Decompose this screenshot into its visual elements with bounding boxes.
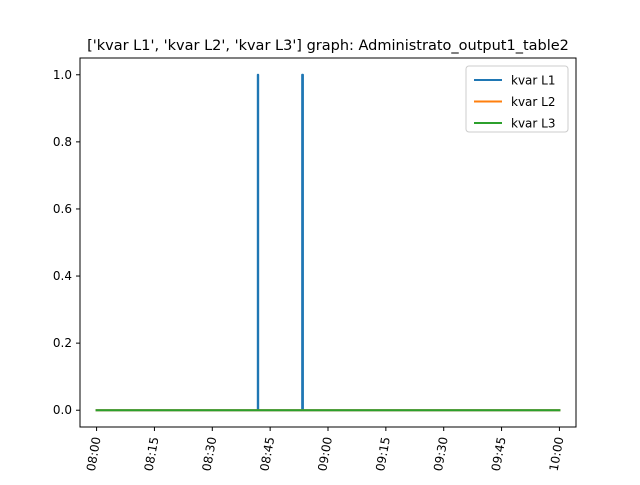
legend-box [465,65,569,133]
y-tick-label: 0.2 [53,336,72,350]
x-tick-label: 08:00 [84,436,104,472]
x-tick-label: 10:00 [547,436,567,472]
y-tick-label: 0.6 [53,202,72,216]
legend-label-3: kvar L3 [511,117,555,131]
x-tick-label: 09:45 [489,436,509,472]
x-tick-label: 08:30 [200,436,220,472]
legend-label-2: kvar L2 [511,95,555,109]
x-tick-label: 08:45 [257,436,277,472]
x-tick-label: 09:15 [373,436,393,472]
y-tick-label: 0.8 [53,135,72,149]
x-tick-label: 09:30 [431,436,451,472]
x-tick-label: 08:15 [142,436,162,472]
y-tick-label: 0.4 [53,269,72,283]
chart-title: ['kvar L1', 'kvar L2', 'kvar L3'] graph:… [87,38,569,54]
plot-area: 0.0 0.2 0.4 0.6 0.8 1.0 08:00 08:15 08:30 08:45 09… [53,57,577,472]
legend-label-1: kvar L1 [511,74,555,88]
y-tick-label: 1.0 [53,68,72,82]
legend: kvar L1 kvar L2 kvar L3 [465,65,569,133]
x-tick-label: 09:00 [315,436,335,472]
y-tick-label: 0.0 [53,403,72,417]
